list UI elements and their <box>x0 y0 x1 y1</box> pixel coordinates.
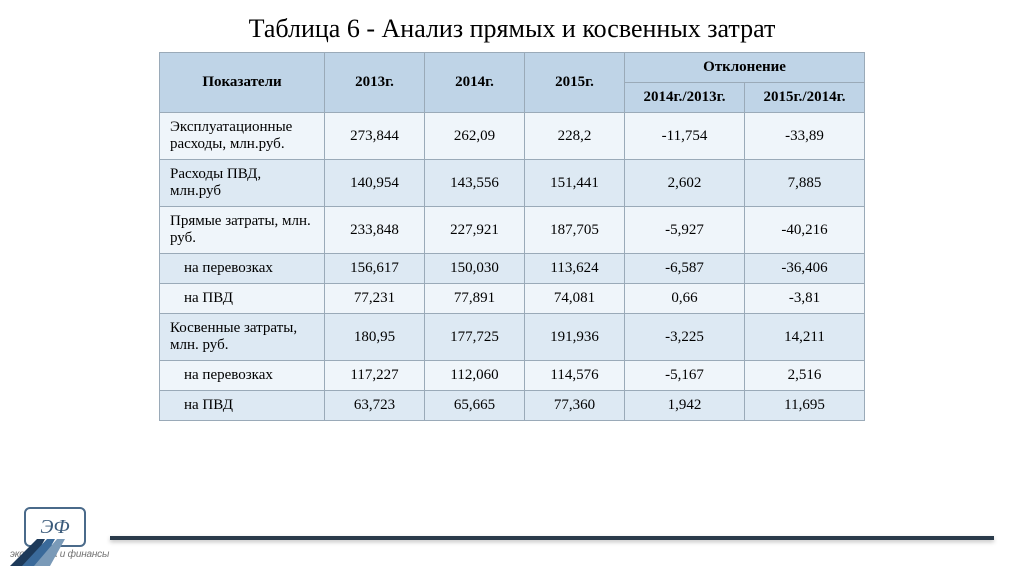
table-row: Прямые затраты, млн. руб.233,848227,9211… <box>160 207 865 254</box>
cell-value: 143,556 <box>425 160 525 207</box>
row-label: Расходы ПВД, млн.руб <box>160 160 325 207</box>
cell-value: 273,844 <box>325 113 425 160</box>
logo: ЭФ экономика и финансы <box>10 507 110 560</box>
cell-value: 191,936 <box>525 314 625 361</box>
col-header-dev-14-13: 2014г./2013г. <box>625 83 745 113</box>
cell-value: 262,09 <box>425 113 525 160</box>
table-container: Показатели 2013г. 2014г. 2015г. Отклонен… <box>0 52 1024 421</box>
table-row: Расходы ПВД, млн.руб140,954143,556151,44… <box>160 160 865 207</box>
row-label: Прямые затраты, млн. руб. <box>160 207 325 254</box>
table-row: Эксплуатационные расходы, млн.руб.273,84… <box>160 113 865 160</box>
cell-value: 0,66 <box>625 284 745 314</box>
cell-value: 2,602 <box>625 160 745 207</box>
cell-value: -40,216 <box>745 207 865 254</box>
table-row: на перевозках156,617150,030113,624-6,587… <box>160 254 865 284</box>
footer-divider <box>110 536 994 540</box>
cell-value: 2,516 <box>745 361 865 391</box>
table-row: Косвенные затраты, млн. руб.180,95177,72… <box>160 314 865 361</box>
row-label: на ПВД <box>160 391 325 421</box>
cell-value: 1,942 <box>625 391 745 421</box>
cell-value: -3,225 <box>625 314 745 361</box>
cell-value: 151,441 <box>525 160 625 207</box>
cell-value: 187,705 <box>525 207 625 254</box>
cell-value: 117,227 <box>325 361 425 391</box>
cell-value: 65,665 <box>425 391 525 421</box>
cell-value: 77,360 <box>525 391 625 421</box>
row-label: на перевозках <box>160 361 325 391</box>
cell-value: 180,95 <box>325 314 425 361</box>
cell-value: 63,723 <box>325 391 425 421</box>
cell-value: 177,725 <box>425 314 525 361</box>
cell-value: 233,848 <box>325 207 425 254</box>
col-header-dev-15-14: 2015г./2014г. <box>745 83 865 113</box>
cell-value: 74,081 <box>525 284 625 314</box>
table-row: на ПВД77,23177,89174,0810,66-3,81 <box>160 284 865 314</box>
cell-value: 113,624 <box>525 254 625 284</box>
col-header-2015: 2015г. <box>525 53 625 113</box>
cell-value: 77,231 <box>325 284 425 314</box>
row-label: Косвенные затраты, млн. руб. <box>160 314 325 361</box>
cell-value: 140,954 <box>325 160 425 207</box>
cell-value: -6,587 <box>625 254 745 284</box>
row-label: Эксплуатационные расходы, млн.руб. <box>160 113 325 160</box>
table-row: на ПВД63,72365,66577,3601,94211,695 <box>160 391 865 421</box>
col-header-indicator: Показатели <box>160 53 325 113</box>
cell-value: 150,030 <box>425 254 525 284</box>
page-title: Таблица 6 - Анализ прямых и косвенных за… <box>0 14 1024 44</box>
cost-analysis-table: Показатели 2013г. 2014г. 2015г. Отклонен… <box>159 52 865 421</box>
cell-value: 7,885 <box>745 160 865 207</box>
cell-value: 227,921 <box>425 207 525 254</box>
col-header-2014: 2014г. <box>425 53 525 113</box>
row-label: на перевозках <box>160 254 325 284</box>
cell-value: 14,211 <box>745 314 865 361</box>
cell-value: -36,406 <box>745 254 865 284</box>
table-body: Эксплуатационные расходы, млн.руб.273,84… <box>160 113 865 421</box>
cell-value: 112,060 <box>425 361 525 391</box>
cell-value: -5,167 <box>625 361 745 391</box>
chevron-icon <box>10 536 80 566</box>
cell-value: 114,576 <box>525 361 625 391</box>
cell-value: -11,754 <box>625 113 745 160</box>
cell-value: -5,927 <box>625 207 745 254</box>
table-row: на перевозках117,227112,060114,576-5,167… <box>160 361 865 391</box>
row-label: на ПВД <box>160 284 325 314</box>
cell-value: 156,617 <box>325 254 425 284</box>
cell-value: 11,695 <box>745 391 865 421</box>
col-header-2013: 2013г. <box>325 53 425 113</box>
cell-value: -33,89 <box>745 113 865 160</box>
col-header-deviation: Отклонение <box>625 53 865 83</box>
cell-value: -3,81 <box>745 284 865 314</box>
cell-value: 228,2 <box>525 113 625 160</box>
slide-footer: ЭФ экономика и финансы <box>0 506 1024 566</box>
cell-value: 77,891 <box>425 284 525 314</box>
